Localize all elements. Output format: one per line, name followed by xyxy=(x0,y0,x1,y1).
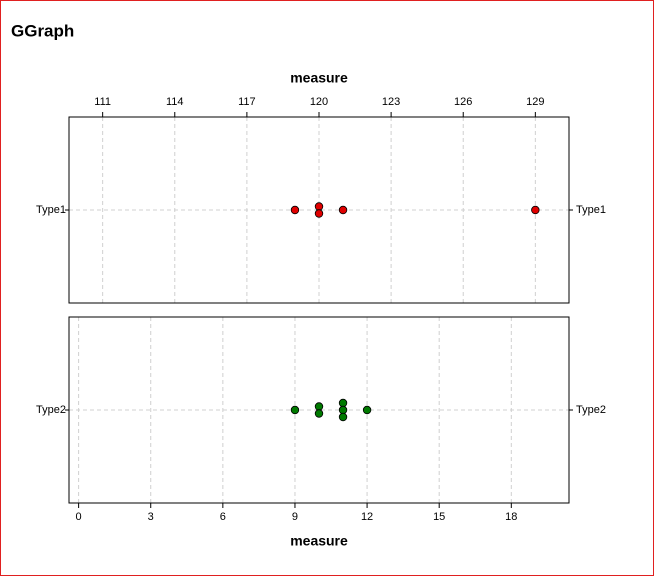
y-tick-label: Type2 xyxy=(576,404,606,416)
x-tick-label: 12 xyxy=(361,511,373,523)
x-tick-label: 114 xyxy=(166,96,184,108)
panel-frame xyxy=(68,316,570,504)
x-tick-label: 129 xyxy=(526,96,544,108)
dot xyxy=(314,202,324,211)
x-tick-label: 120 xyxy=(310,96,328,108)
dot xyxy=(338,405,348,415)
dot xyxy=(290,205,300,215)
x-tick-label: 123 xyxy=(382,96,400,108)
dot xyxy=(531,205,540,215)
x-axis-label: measure xyxy=(290,70,348,86)
chart-title: GGraph xyxy=(11,21,74,40)
panel-frame xyxy=(68,116,570,304)
x-tick-label: 3 xyxy=(148,511,154,523)
y-tick-label: Type2 xyxy=(36,404,66,416)
x-tick-label: 0 xyxy=(76,511,82,523)
dot xyxy=(290,405,300,415)
y-tick-label: Type1 xyxy=(36,204,66,216)
dot xyxy=(314,402,324,411)
x-tick-label: 126 xyxy=(454,96,472,108)
x-axis-label: measure xyxy=(290,533,348,549)
dot xyxy=(314,209,324,218)
x-tick-label: 9 xyxy=(292,511,298,523)
x-tick-label: 117 xyxy=(238,96,256,108)
y-tick-label: Type1 xyxy=(576,204,606,216)
x-tick-label: 18 xyxy=(505,511,517,523)
x-tick-label: 6 xyxy=(220,511,226,523)
dot xyxy=(338,205,348,215)
x-tick-label: 15 xyxy=(433,511,445,523)
dot xyxy=(314,409,324,418)
dot xyxy=(362,405,372,415)
dot xyxy=(338,398,348,408)
x-tick-label: 111 xyxy=(94,96,111,108)
dot xyxy=(338,412,348,422)
